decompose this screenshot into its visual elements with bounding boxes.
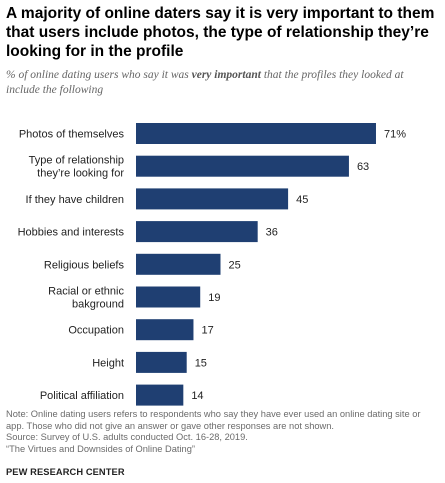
category-label: Photos of themselves: [19, 129, 125, 141]
bar: [136, 155, 349, 177]
organization-label: PEW RESEARCH CENTER: [6, 467, 125, 477]
bar: [136, 384, 184, 406]
note-text: Note: Online dating users refers to resp…: [6, 409, 421, 431]
subtitle-text-start: % of online dating users who say it was: [6, 69, 192, 81]
bar: [136, 123, 376, 144]
value-label: 71%: [384, 129, 406, 141]
value-label: 63: [357, 161, 369, 173]
value-label: 25: [229, 259, 241, 271]
category-label: Political affiliation: [40, 390, 124, 402]
bar: [136, 319, 194, 341]
bar: [136, 188, 289, 210]
category-label: If they have children: [26, 194, 124, 206]
category-label: Occupation: [68, 325, 124, 337]
value-label: 15: [195, 357, 207, 369]
subtitle-emphasis: very important: [191, 69, 261, 81]
value-label: 36: [266, 227, 278, 239]
bar: [136, 221, 258, 243]
bar: [136, 286, 201, 308]
value-label: 19: [208, 292, 220, 304]
subtitle-text-end: that the profiles they looked at include…: [6, 69, 404, 96]
bar: [136, 351, 187, 373]
report-title: “The Virtues and Downsides of Online Dat…: [6, 443, 195, 454]
chart-notes: Note: Online dating users refers to resp…: [6, 409, 440, 455]
value-label: 14: [191, 390, 203, 402]
chart-title: A majority of online daters say it is ve…: [6, 5, 435, 60]
value-label: 45: [296, 194, 308, 206]
category-label: Religious beliefs: [44, 259, 125, 271]
bar: [136, 253, 221, 275]
bar-chart: Photos of themselves 71% Type of relations…: [18, 123, 406, 406]
chart-subtitle: % of online dating users who say it was …: [6, 68, 440, 98]
category-label: Type of relationship they’re looking for: [29, 155, 125, 180]
source-text: Source: Survey of U.S. adults conducted …: [6, 432, 248, 443]
value-label: 17: [201, 325, 213, 337]
category-label: Hobbies and interests: [18, 227, 125, 239]
category-label: Height: [92, 357, 124, 369]
category-label: Racial or ethnic bakground: [48, 286, 124, 311]
